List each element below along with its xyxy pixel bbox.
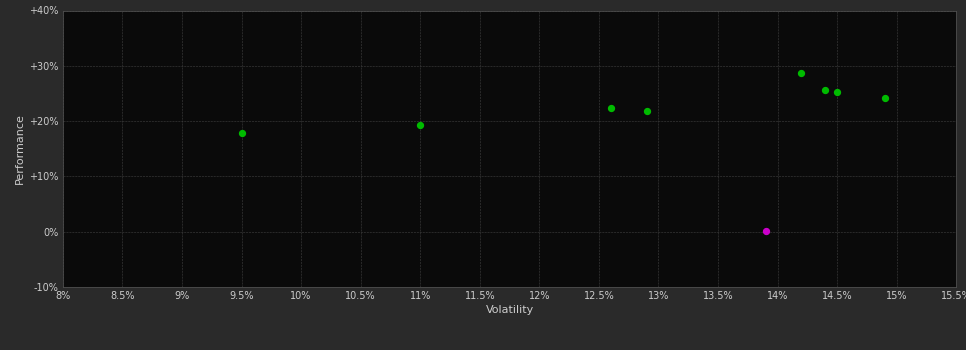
Point xyxy=(639,108,654,114)
Point xyxy=(234,131,249,136)
Point xyxy=(830,89,845,95)
Point xyxy=(412,122,428,128)
Point xyxy=(603,105,618,111)
Point xyxy=(758,228,774,233)
Point xyxy=(794,70,810,76)
Point xyxy=(817,87,833,92)
Y-axis label: Performance: Performance xyxy=(14,113,25,184)
X-axis label: Volatility: Volatility xyxy=(486,305,533,315)
Point xyxy=(877,96,893,101)
